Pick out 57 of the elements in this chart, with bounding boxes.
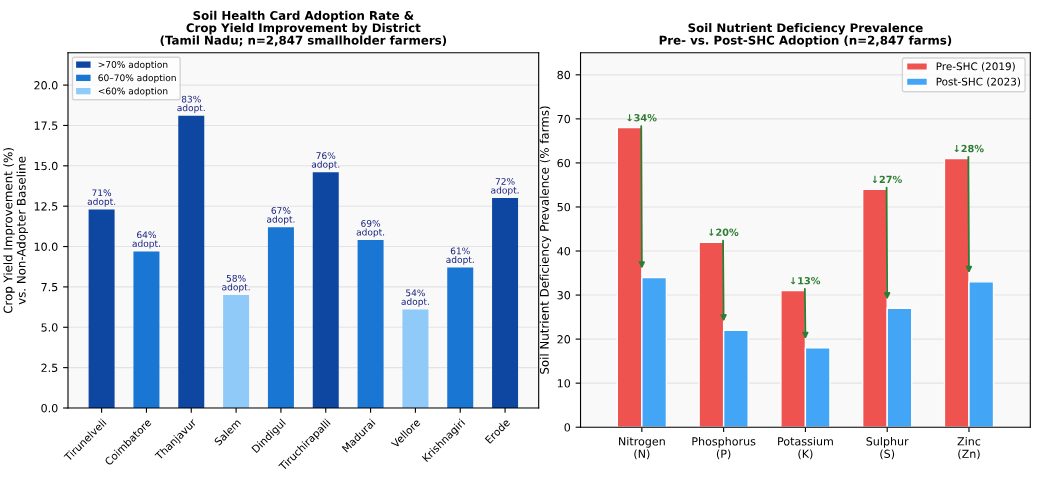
legend-label: Post-SHC (2023): [936, 77, 1021, 87]
bar: [357, 240, 384, 408]
x-tick-label: Zinc (Zn): [957, 436, 981, 460]
annotation: 67% adopt.: [267, 207, 295, 225]
y-tick-label: 30: [557, 291, 571, 300]
annotation: ↓28%: [954, 144, 984, 153]
y-tick-label: 50: [557, 202, 571, 212]
legend-label: Pre-SHC (2019): [936, 62, 1015, 72]
annotation: 58% adopt.: [222, 274, 250, 293]
y-tick-label: 80: [557, 70, 571, 80]
legend-label: >70% adoption: [98, 60, 168, 70]
annotation: ↓13%: [790, 277, 821, 285]
chart-title: Soil Nutrient Deficiency Prevalence Pre- vs. Post-SHC Adoption (n=2,847 farms): [659, 23, 952, 47]
bar: [402, 309, 429, 408]
y-tick-label: 2.5: [41, 363, 58, 373]
annotation: 83% adopt.: [177, 95, 205, 113]
y-tick-label: 7.5: [41, 283, 58, 292]
y-tick-label: 40: [557, 246, 571, 256]
y-tick-label: 10.0: [34, 242, 58, 251]
bar: [267, 227, 294, 408]
y-tick-label: 17.5: [34, 121, 58, 130]
bar: [223, 294, 250, 408]
annotation: 61% adopt.: [446, 247, 474, 265]
x-tick-label: Phosphorus (P): [692, 436, 756, 460]
x-tick-label: Nitrogen (N): [619, 436, 665, 460]
x-tick-label: Sulphur (S): [866, 436, 909, 460]
y-tick-label: 10: [557, 379, 571, 388]
legend-label: 60–70% adoption: [98, 74, 176, 83]
y-axis-title: Crop Yield Improvement (%) vs. Non-Adopter Baseline: [3, 148, 28, 314]
annotation: 69% adopt.: [356, 219, 385, 238]
y-tick-label: 20: [557, 335, 571, 344]
annotation: ↓34%: [627, 114, 657, 122]
annotation: ↓20%: [709, 228, 739, 236]
y-tick-label: 0.0: [41, 403, 58, 413]
bar: [447, 267, 474, 408]
annotation: 72% adopt.: [491, 178, 519, 196]
bar: [133, 251, 160, 408]
bar: [492, 198, 519, 408]
annotation: 64% adopt.: [132, 231, 160, 249]
bar: [178, 115, 205, 408]
y-tick-label: 5.0: [41, 323, 58, 332]
chart-title: Soil Health Card Adoption Rate & Crop Yield Improvement by District (Tamil Nadu; n=2,847 smallholder farmers): [160, 10, 447, 47]
y-tick-label: 12.5: [34, 202, 58, 211]
y-tick-label: 15.0: [34, 161, 58, 171]
y-tick-label: 20.0: [34, 81, 58, 90]
y-axis-title: Soil Nutrient Deficiency Prevalence (% farms): [539, 106, 552, 374]
bar: [88, 209, 115, 408]
y-tick-label: 0: [564, 423, 571, 432]
x-tick-label: Potassium (K): [778, 436, 833, 460]
annotation: 54% adopt.: [401, 289, 429, 307]
bar: [312, 172, 339, 408]
annotation: 71% adopt.: [87, 189, 116, 207]
legend-label: <60% adoption: [98, 87, 168, 97]
annotation: ↓27%: [872, 175, 902, 184]
y-tick-label: 70: [557, 114, 571, 124]
y-tick-label: 60: [557, 158, 571, 168]
annotation: 76% adopt.: [311, 152, 340, 170]
